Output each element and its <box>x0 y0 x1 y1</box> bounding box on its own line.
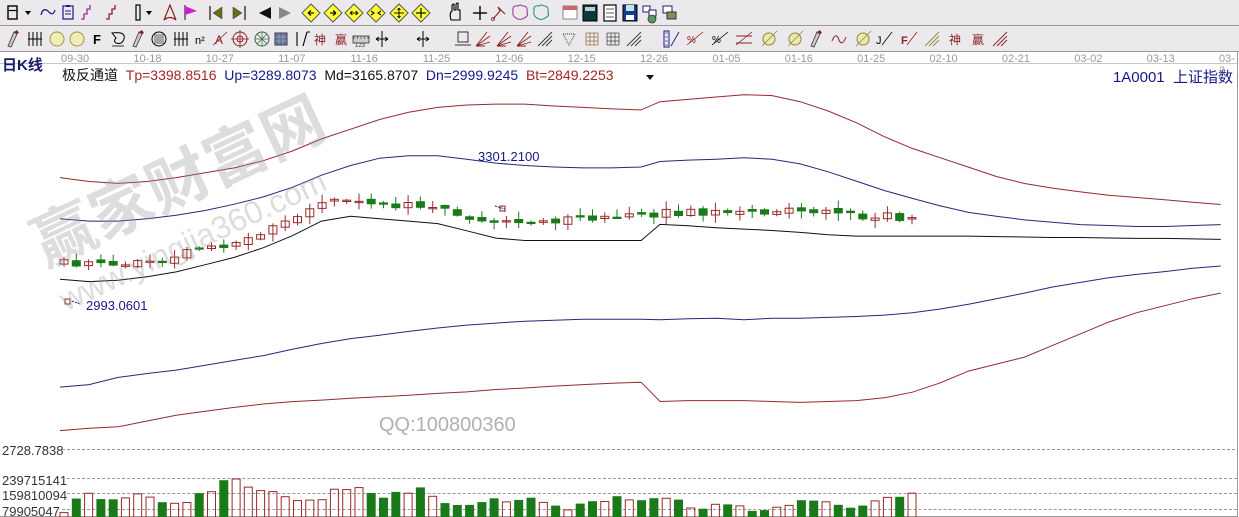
svg-text:神: 神 <box>314 31 326 48</box>
svg-text:神: 神 <box>949 31 961 48</box>
svg-text:A: A <box>215 33 223 47</box>
svg-text:赢: 赢 <box>335 31 347 48</box>
svg-text:n²: n² <box>195 35 205 47</box>
svg-text:赢: 赢 <box>972 31 984 48</box>
svg-text:J: J <box>876 35 882 47</box>
svg-text:F: F <box>93 32 101 47</box>
svg-text:123: 123 <box>355 43 366 49</box>
svg-text:F: F <box>901 35 908 47</box>
